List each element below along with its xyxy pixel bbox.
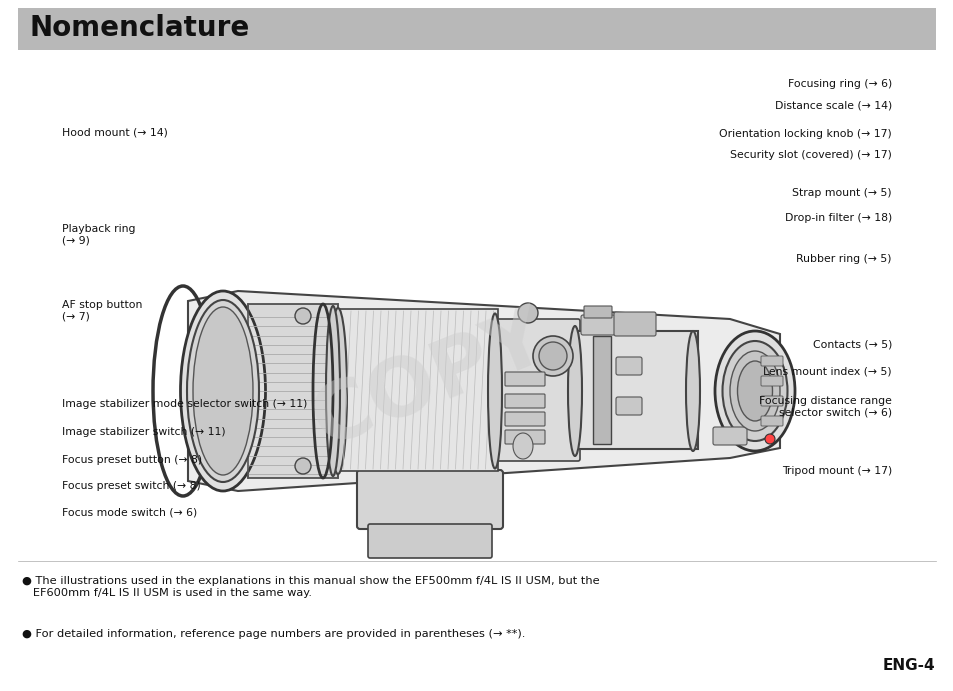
Text: Focus preset switch (→ 8): Focus preset switch (→ 8) (62, 481, 200, 491)
Text: Orientation locking knob (→ 17): Orientation locking knob (→ 17) (719, 129, 891, 139)
FancyBboxPatch shape (760, 396, 782, 406)
FancyBboxPatch shape (504, 430, 544, 444)
FancyBboxPatch shape (248, 304, 337, 478)
FancyBboxPatch shape (580, 315, 615, 335)
FancyBboxPatch shape (760, 356, 782, 366)
Ellipse shape (721, 341, 786, 441)
Text: Contacts (→ 5): Contacts (→ 5) (812, 339, 891, 349)
Ellipse shape (488, 314, 501, 468)
Circle shape (764, 434, 774, 444)
Text: Playback ring
(→ 9): Playback ring (→ 9) (62, 224, 135, 246)
FancyBboxPatch shape (760, 416, 782, 426)
Text: Focus mode switch (→ 6): Focus mode switch (→ 6) (62, 508, 197, 518)
Text: Rubber ring (→ 5): Rubber ring (→ 5) (796, 254, 891, 264)
Text: Nomenclature: Nomenclature (30, 14, 250, 42)
FancyBboxPatch shape (496, 319, 579, 461)
FancyBboxPatch shape (337, 309, 497, 471)
Ellipse shape (193, 307, 253, 475)
FancyBboxPatch shape (583, 306, 612, 318)
Text: Distance scale (→ 14): Distance scale (→ 14) (774, 100, 891, 110)
FancyBboxPatch shape (504, 372, 544, 386)
PathPatch shape (188, 291, 780, 491)
FancyBboxPatch shape (504, 412, 544, 426)
Circle shape (294, 458, 311, 474)
FancyBboxPatch shape (368, 524, 492, 558)
Text: Lens mount index (→ 5): Lens mount index (→ 5) (762, 367, 891, 377)
Text: ● For detailed information, reference page numbers are provided in parentheses (: ● For detailed information, reference pa… (22, 629, 525, 639)
Text: Focusing ring (→ 6): Focusing ring (→ 6) (787, 79, 891, 89)
Circle shape (294, 308, 311, 324)
Text: Image stabilizer mode selector switch (→ 11): Image stabilizer mode selector switch (→… (62, 399, 307, 409)
Circle shape (533, 336, 573, 376)
Text: Hood mount (→ 14): Hood mount (→ 14) (62, 128, 168, 138)
Text: ● The illustrations used in the explanations in this manual show the EF500mm f/4: ● The illustrations used in the explanat… (22, 576, 599, 598)
Text: AF stop button
(→ 7): AF stop button (→ 7) (62, 300, 142, 322)
Circle shape (517, 303, 537, 323)
Ellipse shape (567, 326, 581, 456)
Ellipse shape (329, 308, 347, 474)
Text: ENG-4: ENG-4 (882, 658, 934, 673)
Text: Focus preset button (→ 8): Focus preset button (→ 8) (62, 455, 202, 464)
Ellipse shape (714, 331, 794, 451)
Ellipse shape (513, 433, 533, 459)
FancyBboxPatch shape (760, 376, 782, 386)
Ellipse shape (685, 331, 700, 451)
Text: Strap mount (→ 5): Strap mount (→ 5) (792, 189, 891, 198)
FancyBboxPatch shape (616, 397, 641, 415)
FancyBboxPatch shape (578, 331, 698, 449)
Text: Image stabilizer switch (→ 11): Image stabilizer switch (→ 11) (62, 427, 226, 437)
Ellipse shape (729, 351, 780, 431)
FancyBboxPatch shape (18, 8, 935, 50)
Text: Focusing distance range
selector switch (→ 6): Focusing distance range selector switch … (759, 395, 891, 417)
FancyBboxPatch shape (712, 427, 746, 445)
FancyBboxPatch shape (614, 312, 656, 336)
Ellipse shape (180, 291, 265, 491)
FancyBboxPatch shape (356, 470, 502, 529)
Text: Security slot (covered) (→ 17): Security slot (covered) (→ 17) (729, 151, 891, 160)
Ellipse shape (187, 300, 258, 482)
Text: COPY: COPY (301, 299, 558, 463)
Text: Drop-in filter (→ 18): Drop-in filter (→ 18) (784, 213, 891, 223)
Text: Tripod mount (→ 17): Tripod mount (→ 17) (781, 466, 891, 476)
Circle shape (538, 342, 566, 370)
Ellipse shape (737, 361, 772, 421)
FancyBboxPatch shape (504, 394, 544, 408)
FancyBboxPatch shape (593, 336, 610, 444)
Ellipse shape (326, 306, 339, 476)
FancyBboxPatch shape (616, 357, 641, 375)
